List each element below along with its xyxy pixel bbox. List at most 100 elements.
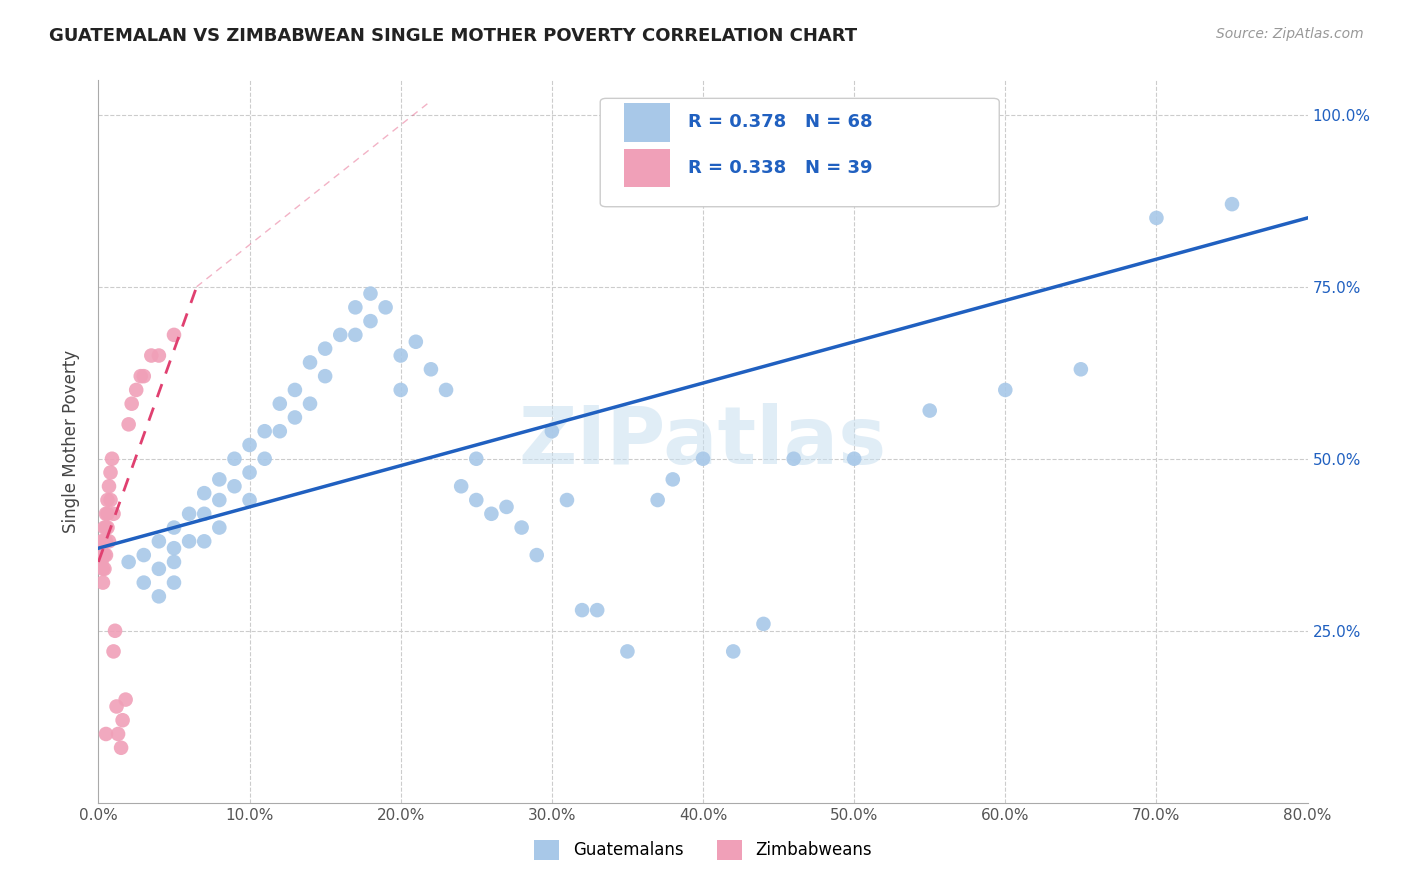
Point	[91, 575, 114, 590]
Point	[374, 301, 396, 315]
Point	[540, 424, 562, 438]
Point	[420, 362, 443, 376]
Text: R = 0.338   N = 39: R = 0.338 N = 39	[689, 159, 873, 177]
Point	[93, 548, 115, 562]
Point	[132, 548, 155, 562]
Point	[661, 472, 683, 486]
Point	[98, 534, 121, 549]
Text: R = 0.378   N = 68: R = 0.378 N = 68	[689, 113, 873, 131]
Point	[193, 534, 215, 549]
Point	[111, 713, 134, 727]
Point	[94, 534, 117, 549]
Point	[93, 534, 115, 549]
Point	[94, 520, 117, 534]
Point	[208, 493, 231, 508]
Bar	[624, 149, 671, 187]
Point	[98, 479, 121, 493]
Point	[344, 301, 367, 315]
Point	[91, 548, 114, 562]
Point	[586, 603, 609, 617]
Point	[90, 555, 112, 569]
Point	[526, 548, 548, 562]
Point	[93, 520, 115, 534]
Text: Source: ZipAtlas.com: Source: ZipAtlas.com	[1216, 27, 1364, 41]
Point	[132, 575, 155, 590]
Point	[555, 493, 578, 508]
Point	[360, 286, 382, 301]
Point	[91, 534, 114, 549]
Point	[163, 541, 186, 556]
Point	[783, 451, 806, 466]
Point	[208, 472, 231, 486]
Point	[344, 327, 367, 342]
Point	[107, 727, 129, 741]
Point	[208, 520, 231, 534]
Point	[495, 500, 517, 514]
Point	[103, 644, 125, 658]
Point	[118, 555, 141, 569]
Point	[132, 369, 155, 384]
Point	[481, 507, 503, 521]
Point	[918, 403, 941, 417]
Point	[121, 397, 143, 411]
Point	[94, 727, 117, 741]
Point	[148, 349, 170, 363]
Point	[179, 534, 201, 549]
Point	[103, 507, 125, 521]
Point	[994, 383, 1017, 397]
Point	[253, 451, 276, 466]
Point	[94, 548, 117, 562]
Point	[105, 699, 128, 714]
Point	[389, 383, 412, 397]
Point	[1070, 362, 1092, 376]
Point	[647, 493, 669, 508]
Point	[163, 555, 186, 569]
Point	[405, 334, 427, 349]
Bar	[624, 103, 671, 142]
Point	[148, 590, 170, 604]
Point	[93, 562, 115, 576]
Point	[125, 383, 148, 397]
Point	[100, 493, 122, 508]
Point	[224, 479, 246, 493]
Text: ZIPatlas: ZIPatlas	[519, 402, 887, 481]
Point	[752, 616, 775, 631]
Point	[269, 424, 291, 438]
Point	[465, 451, 488, 466]
Point	[329, 327, 352, 342]
Point	[299, 355, 322, 369]
Point	[163, 520, 186, 534]
Point	[90, 534, 112, 549]
Point	[571, 603, 593, 617]
Point	[314, 342, 336, 356]
Point	[1144, 211, 1167, 225]
Point	[510, 520, 533, 534]
Point	[193, 507, 215, 521]
FancyBboxPatch shape	[600, 98, 1000, 207]
Point	[163, 327, 186, 342]
Point	[224, 451, 246, 466]
Point	[104, 624, 127, 638]
Point	[465, 493, 488, 508]
Point	[692, 451, 714, 466]
Point	[91, 562, 114, 576]
Point	[96, 507, 118, 521]
Point	[450, 479, 472, 493]
Point	[148, 534, 170, 549]
Point	[114, 692, 136, 706]
Point	[110, 740, 132, 755]
Point	[434, 383, 457, 397]
Point	[118, 417, 141, 432]
Point	[360, 314, 382, 328]
Point	[616, 644, 638, 658]
Point	[179, 507, 201, 521]
Point	[844, 451, 866, 466]
Point	[101, 451, 124, 466]
Point	[96, 493, 118, 508]
Point	[193, 486, 215, 500]
Point	[299, 397, 322, 411]
Legend: Guatemalans, Zimbabweans: Guatemalans, Zimbabweans	[527, 833, 879, 867]
Point	[239, 466, 262, 480]
Point	[723, 644, 745, 658]
Point	[239, 493, 262, 508]
